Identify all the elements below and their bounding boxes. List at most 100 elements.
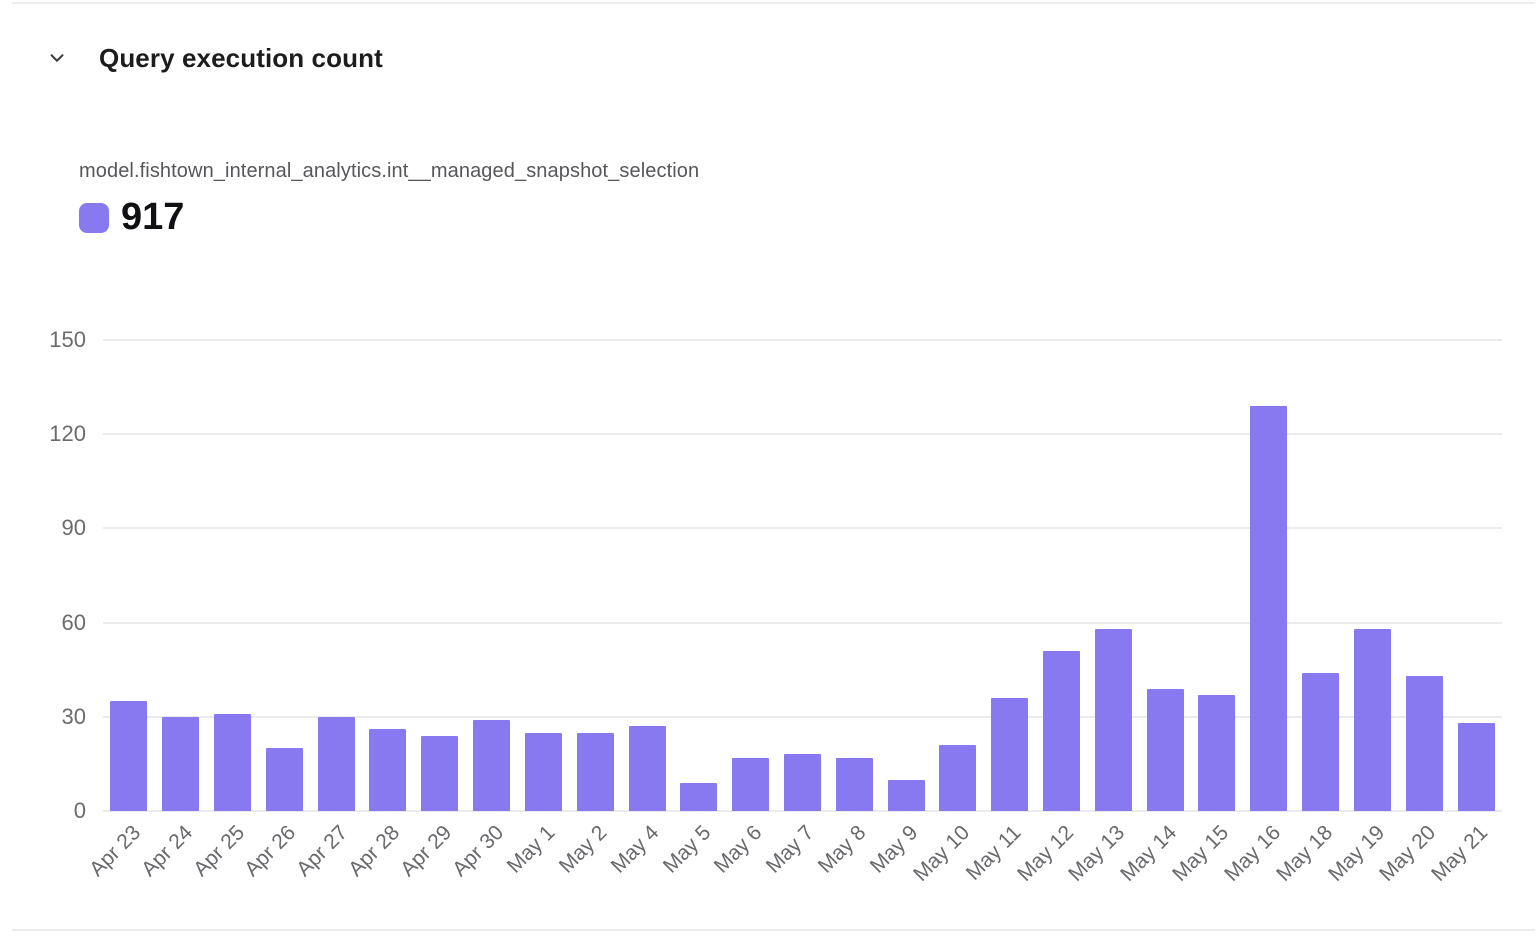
x-axis-label: May 4: [606, 821, 664, 878]
x-axis-label: May 1: [502, 821, 560, 878]
bar-may-12[interactable]: [1043, 650, 1081, 811]
bar-group: May 11: [962, 340, 1036, 885]
bar-group: May 20: [1376, 340, 1450, 886]
x-axis-label: May 19: [1323, 821, 1389, 886]
bar-group: May 12: [1013, 340, 1088, 886]
bar-chart: 0 30 60 90 120 150 Apr 23 Apr 24 Apr 25 Apr 26 Ap…: [0, 327, 1540, 926]
x-axis-label: Apr 29: [396, 821, 457, 882]
x-axis-label: Apr 25: [188, 821, 249, 882]
bar-group: May 8: [814, 340, 880, 878]
x-axis-label: Apr 26: [240, 821, 301, 882]
bar-may-6[interactable]: [732, 757, 770, 811]
bar-may-1[interactable]: [524, 732, 562, 811]
x-axis-label: May 16: [1220, 821, 1286, 886]
bar-group: May 6: [710, 340, 777, 878]
bar-group: May 7: [762, 340, 829, 878]
bar-group: May 14: [1116, 340, 1191, 886]
bar-group: May 13: [1065, 340, 1139, 886]
bar-group: Apr 26: [241, 340, 310, 881]
bar-group: Apr 24: [137, 340, 207, 881]
collapse-section-button[interactable]: [44, 45, 70, 71]
x-axis-label: May 11: [962, 821, 1026, 885]
bar-may-16[interactable]: [1250, 405, 1288, 811]
bar-may-19[interactable]: [1353, 628, 1391, 811]
bar-group: May 9: [866, 340, 932, 878]
bar-apr-28[interactable]: [369, 729, 407, 811]
x-axis-label: May 13: [1064, 821, 1130, 886]
x-axis-label: May 7: [762, 821, 819, 878]
x-axis-label: Apr 23: [85, 821, 146, 882]
y-axis-tick-label: 120: [49, 421, 86, 447]
bar-group: Apr 28: [344, 340, 414, 881]
gridline-y-90: [103, 527, 1502, 530]
x-axis-label: May 20: [1375, 821, 1441, 886]
x-axis-label: May 8: [813, 821, 871, 878]
bar-group: May 10: [909, 340, 984, 886]
gridline-y-60: [103, 621, 1502, 624]
gridline-y-120: [103, 433, 1502, 436]
x-axis-label: Apr 30: [447, 821, 508, 882]
y-axis-tick-label: 0: [73, 798, 86, 823]
bar-group: May 19: [1324, 340, 1399, 886]
gridline-y-0: [103, 810, 1502, 812]
y-axis-tick-label: 30: [61, 703, 86, 729]
x-axis-label: May 6: [710, 821, 767, 878]
bar-series: Apr 23 Apr 24 Apr 25 Apr 26 Apr 27 Apr 28 Apr …: [85, 340, 1502, 886]
panel-top-border: [12, 2, 1535, 4]
bar-may-10[interactable]: [939, 745, 977, 811]
panel-header: Query execution count: [44, 40, 383, 76]
bar-may-13[interactable]: [1094, 628, 1132, 811]
bar-group: Apr 23: [85, 340, 155, 881]
y-axis-tick-label: 60: [61, 609, 86, 635]
bar-apr-30[interactable]: [473, 719, 511, 811]
bar-group: May 5: [658, 340, 725, 878]
x-axis-label: May 18: [1271, 821, 1337, 886]
plot-area: Apr 23 Apr 24 Apr 25 Apr 26 Apr 27 Apr 28 Apr …: [85, 339, 1502, 886]
bar-may-21[interactable]: [1457, 723, 1495, 811]
x-axis-label: Apr 27: [292, 821, 353, 882]
bar-group: May 16: [1220, 340, 1295, 886]
bar-apr-24[interactable]: [162, 716, 200, 811]
y-axis: 0 30 60 90 120 150: [0, 327, 86, 823]
bar-group: May 4: [607, 340, 673, 878]
x-axis-label: May 12: [1012, 821, 1078, 886]
bar-may-15[interactable]: [1198, 694, 1236, 811]
x-axis-label: May 14: [1116, 821, 1182, 886]
x-axis-label: May 2: [554, 821, 612, 878]
legend-total-row: 917: [79, 196, 699, 239]
bar-may-18[interactable]: [1302, 672, 1340, 811]
x-axis-label: Apr 24: [136, 821, 197, 882]
bar-apr-26[interactable]: [265, 748, 303, 811]
bar-apr-25[interactable]: [214, 713, 252, 811]
bar-group: May 18: [1272, 340, 1347, 886]
bar-may-11[interactable]: [991, 697, 1029, 811]
bar-group: May 15: [1168, 340, 1243, 886]
bar-may-4[interactable]: [628, 726, 666, 811]
bar-may-14[interactable]: [1146, 688, 1184, 811]
bar-may-2[interactable]: [576, 732, 614, 811]
x-axis-label: May 10: [909, 821, 975, 886]
gridline-y-150: [103, 339, 1502, 341]
panel-title: Query execution count: [99, 42, 383, 73]
x-axis-label: May 21: [1427, 821, 1493, 886]
bar-group: May 2: [555, 340, 621, 878]
y-axis-tick-label: 150: [49, 327, 86, 352]
bar-apr-27[interactable]: [317, 716, 355, 811]
x-axis-label: May 15: [1168, 821, 1234, 886]
bar-group: Apr 29: [396, 340, 466, 881]
panel-bottom-border: [12, 929, 1535, 931]
bar-may-9[interactable]: [887, 779, 925, 811]
bar-group: May 21: [1427, 340, 1502, 886]
bar-group: Apr 30: [448, 340, 518, 881]
bar-may-5[interactable]: [680, 782, 718, 811]
chevron-down-icon: [50, 54, 64, 62]
bar-apr-23[interactable]: [110, 701, 148, 811]
bar-may-7[interactable]: [783, 754, 821, 811]
y-axis-tick-label: 90: [61, 515, 86, 541]
chart-legend: model.fishtown_internal_analytics.int__m…: [79, 160, 699, 239]
legend-total-value: 917: [121, 196, 185, 238]
bar-apr-29[interactable]: [421, 735, 459, 811]
bar-may-20[interactable]: [1405, 675, 1443, 811]
bar-may-8[interactable]: [835, 757, 873, 811]
legend-color-swatch: [79, 202, 109, 233]
